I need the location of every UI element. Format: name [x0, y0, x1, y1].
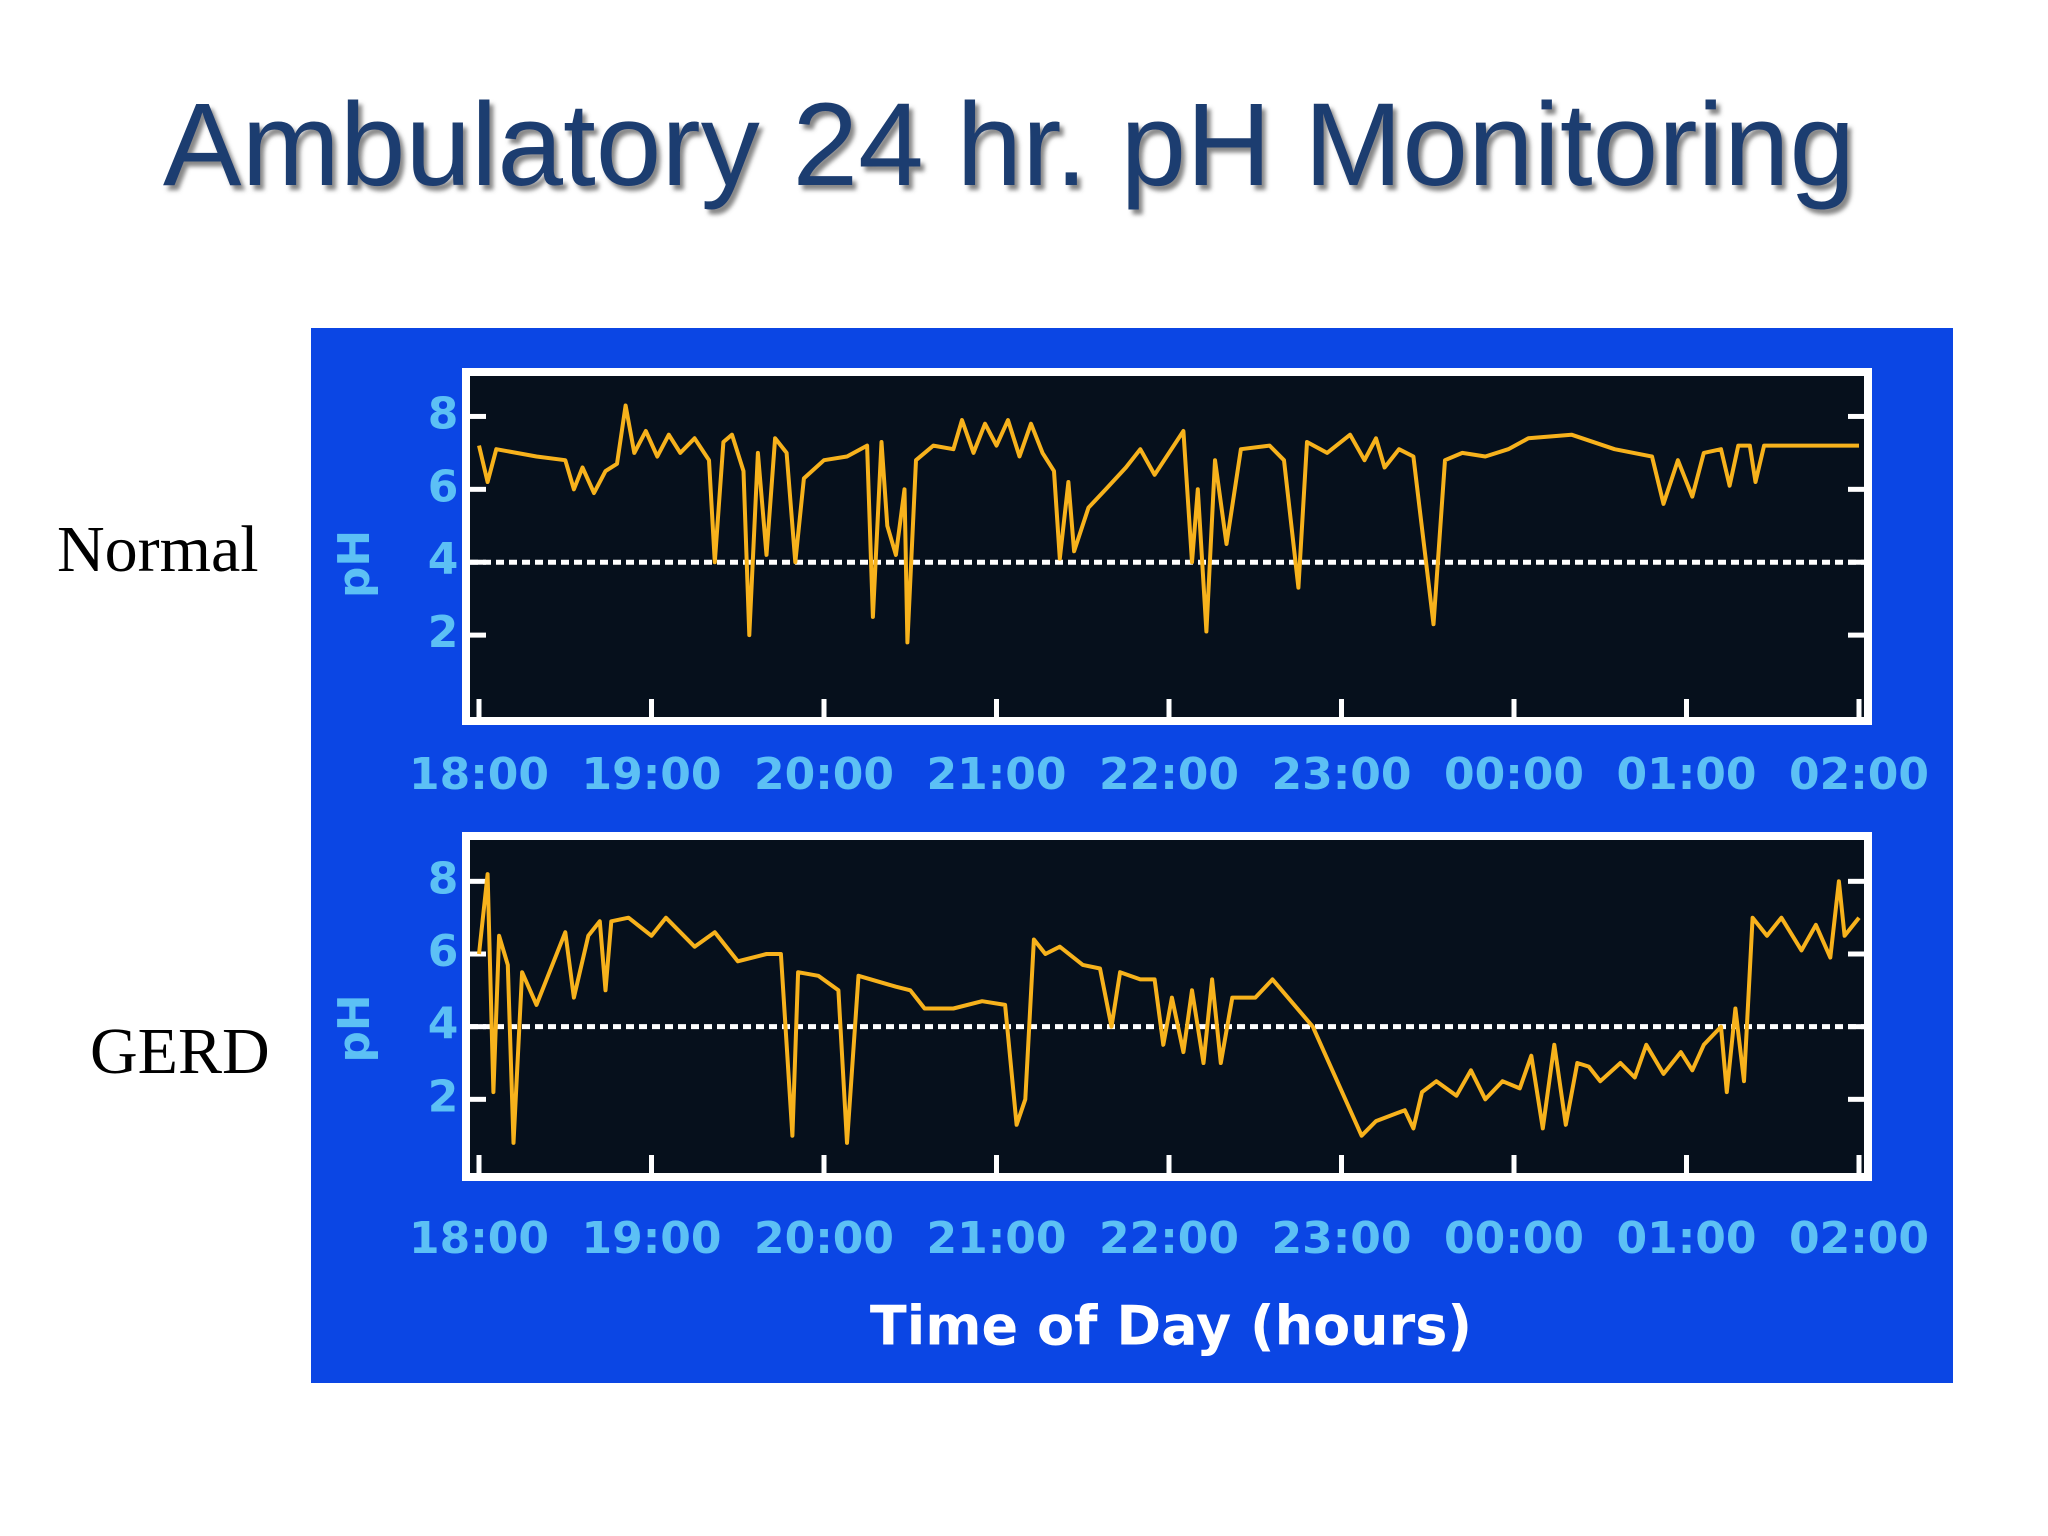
x-tick-label: 19:00 — [581, 1213, 721, 1264]
x-tick-label: 22:00 — [1099, 749, 1239, 800]
slide-title: Ambulatory 24 hr. pH Monitoring — [163, 79, 1855, 211]
ph-line — [477, 872, 1861, 1145]
x-tick-label: 02:00 — [1789, 1213, 1929, 1264]
x-tick-label: 23:00 — [1271, 1213, 1411, 1264]
y-tick-label: 2 — [428, 1071, 459, 1122]
y-tick-label: 4 — [428, 999, 459, 1050]
ph-line — [477, 403, 1859, 645]
chart-label: Normal — [57, 513, 259, 586]
x-tick-label: 02:00 — [1789, 749, 1929, 800]
x-tick-label: 00:00 — [1444, 749, 1584, 800]
x-tick-label: 20:00 — [754, 749, 894, 800]
x-axis-label: Time of Day (hours) — [870, 1295, 1472, 1358]
x-tick-label: 23:00 — [1271, 749, 1411, 800]
y-axis-label: pH — [329, 530, 380, 598]
x-tick-label: 01:00 — [1616, 1213, 1756, 1264]
x-tick-label: 22:00 — [1099, 1213, 1239, 1264]
x-tick-label: 19:00 — [581, 749, 721, 800]
x-tick-label: 20:00 — [754, 1213, 894, 1264]
x-tick-label: 00:00 — [1444, 1213, 1584, 1264]
y-tick-label: 4 — [428, 534, 459, 585]
y-tick-label: 8 — [428, 388, 459, 439]
x-tick-label: 21:00 — [926, 749, 1066, 800]
plot-frame — [462, 832, 1872, 1181]
y-tick-label: 2 — [428, 607, 459, 658]
y-tick-label: 6 — [428, 461, 459, 512]
x-tick-label: 21:00 — [926, 1213, 1066, 1264]
y-axis-label: pH — [329, 994, 380, 1062]
chart-label: GERD — [90, 1015, 270, 1088]
plot-frame — [462, 368, 1872, 725]
x-tick-label: 18:00 — [409, 749, 549, 800]
y-tick-label: 6 — [428, 926, 459, 977]
y-tick-label: 8 — [428, 853, 459, 904]
x-tick-label: 18:00 — [409, 1213, 549, 1264]
x-tick-label: 01:00 — [1616, 749, 1756, 800]
